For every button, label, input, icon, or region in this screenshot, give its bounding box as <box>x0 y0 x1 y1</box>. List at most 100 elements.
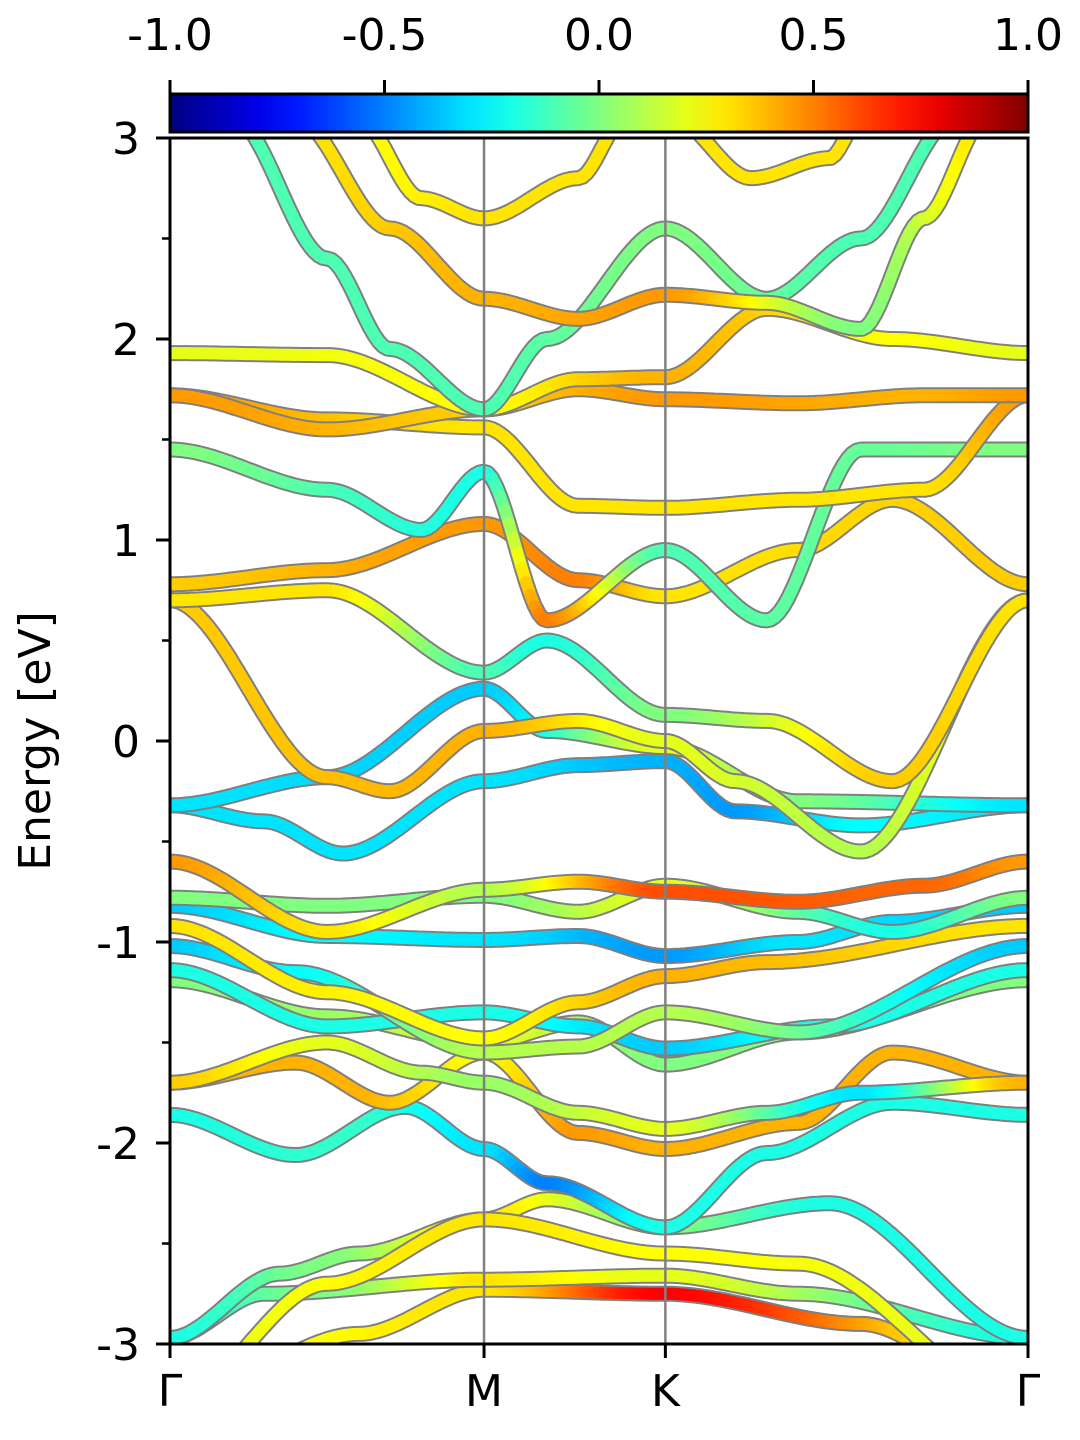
band-segment <box>972 1384 976 1387</box>
band-segment <box>942 1360 946 1364</box>
band-segment <box>209 1382 213 1386</box>
band-segment <box>264 1367 268 1369</box>
colorbar-tick-label: -1.0 <box>127 10 213 61</box>
band-24 <box>245 138 941 418</box>
band-20 <box>170 441 1028 629</box>
band-segment <box>230 1385 234 1387</box>
band-segment <box>273 1362 277 1364</box>
band-segment <box>269 1364 273 1366</box>
band-segment <box>955 1371 959 1374</box>
band-segment <box>977 1386 981 1389</box>
band-segment <box>972 1383 976 1386</box>
band-segment <box>200 1390 204 1393</box>
band-segment <box>989 1393 993 1395</box>
band-segment <box>964 1378 968 1381</box>
band-segment <box>994 1396 998 1398</box>
band-segment <box>217 1374 221 1378</box>
band-segment <box>998 1397 1002 1399</box>
band-segment <box>200 1398 204 1399</box>
band-segment <box>951 1367 955 1371</box>
band-segment <box>226 1365 230 1370</box>
band-15 <box>170 753 1028 862</box>
band-segment <box>234 1355 238 1360</box>
colorbar-tick-label: 0.5 <box>779 10 849 61</box>
band-segment <box>929 1353 933 1356</box>
band-segment <box>191 1396 195 1399</box>
band-segment <box>298 1342 307 1344</box>
band-segment <box>1007 1401 1011 1402</box>
bands <box>170 138 1028 1404</box>
band-segment <box>252 1374 256 1376</box>
band-segment <box>191 1401 195 1402</box>
band-segment <box>1011 1402 1015 1403</box>
band-segment <box>1002 1399 1006 1401</box>
band-segment <box>213 1393 217 1395</box>
band-25 <box>311 138 978 337</box>
band-segment <box>204 1397 208 1399</box>
band-segment <box>222 1390 226 1392</box>
band-segment <box>187 1402 191 1403</box>
band-segment <box>183 1403 187 1404</box>
band-segment <box>239 1381 243 1383</box>
band-segment <box>981 1389 985 1391</box>
colorbar-tick-label: 1.0 <box>993 10 1063 61</box>
band-segment <box>938 1356 942 1360</box>
band-segment <box>985 1391 989 1393</box>
band-segment <box>204 1386 208 1390</box>
band-17 <box>170 592 1028 860</box>
band-segment <box>959 1374 963 1377</box>
band-segment <box>183 1400 187 1402</box>
band-segment <box>968 1381 972 1384</box>
colorbar-gradient <box>168 92 1030 134</box>
band-11 <box>170 917 1028 1047</box>
band-segment <box>230 1360 234 1365</box>
band-segment <box>239 1350 243 1355</box>
band-segment <box>985 1391 989 1393</box>
band-segment <box>226 1387 230 1389</box>
band-segment <box>286 1355 290 1357</box>
band-segment <box>222 1370 226 1374</box>
band-segment <box>951 1369 955 1372</box>
band-segment <box>290 1353 294 1355</box>
band-segment <box>968 1381 972 1384</box>
colorbar: -1.0 -0.5 0.0 0.5 1.0 <box>127 10 1063 134</box>
band-segment <box>260 1369 264 1371</box>
band-segment <box>1011 1402 1015 1403</box>
band-1 <box>183 1281 1015 1404</box>
colorbar-tick-label: 0.0 <box>564 10 634 61</box>
band-segment <box>977 1386 981 1389</box>
band-segment <box>247 1376 251 1378</box>
band-segment <box>947 1364 951 1368</box>
band-segment <box>934 1356 938 1359</box>
band-4 <box>183 1211 1015 1403</box>
band-segment <box>947 1366 951 1369</box>
band-segment <box>955 1372 959 1375</box>
band-segment <box>217 1391 221 1393</box>
band-segment <box>196 1400 200 1401</box>
band-14 <box>170 853 1028 940</box>
band-segment <box>938 1359 942 1362</box>
band-segment <box>994 1396 998 1398</box>
band-segment <box>213 1378 217 1382</box>
band-26 <box>369 138 617 227</box>
band-segment <box>942 1363 946 1366</box>
band-segment <box>915 1341 927 1344</box>
band-segment <box>256 1371 260 1373</box>
band-segment <box>925 1350 929 1353</box>
band-segment <box>1007 1401 1011 1402</box>
colorbar-tick-label: -0.5 <box>342 10 428 61</box>
band-segment <box>277 1360 281 1362</box>
band-segment <box>187 1398 191 1400</box>
band-segment <box>234 1383 238 1385</box>
band-7 <box>170 1034 1028 1137</box>
band-segment <box>196 1393 200 1396</box>
band-segment <box>959 1375 963 1378</box>
band-segment <box>981 1389 985 1391</box>
band-18 <box>170 582 1028 790</box>
band-segment <box>243 1379 247 1381</box>
band-segment <box>964 1377 968 1380</box>
band-segment <box>1002 1399 1006 1401</box>
band-segment <box>294 1351 298 1353</box>
band-segment <box>998 1398 1002 1400</box>
